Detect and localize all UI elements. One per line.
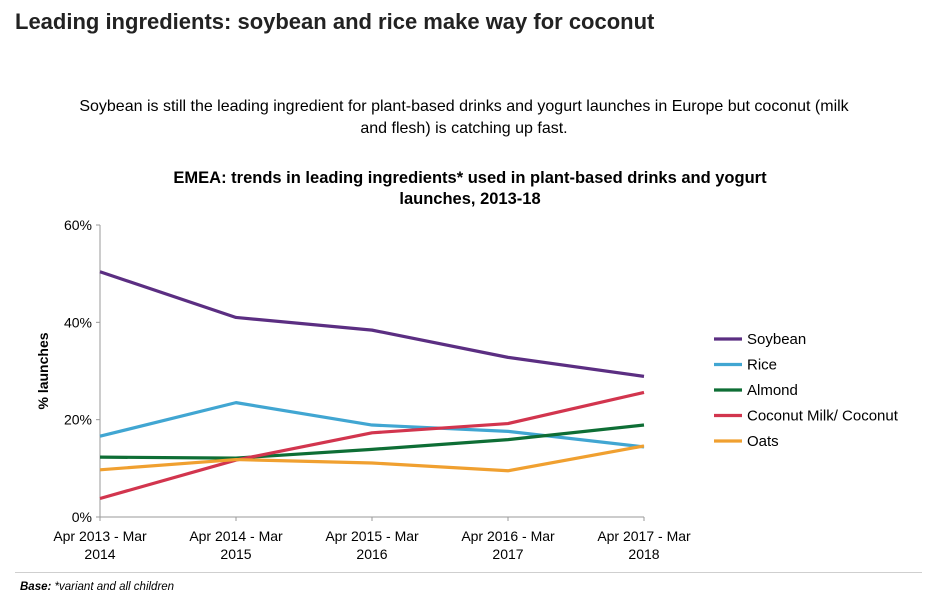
x-tick-label-line: Apr 2015 - Mar — [325, 528, 419, 544]
legend-label: Coconut Milk/ Coconut — [747, 408, 899, 425]
chart-title: EMEA: trends in leading ingredients* use… — [60, 168, 880, 210]
x-tick-label-line: 2015 — [220, 546, 251, 562]
x-tick-label: Apr 2016 - Mar 2017 — [461, 528, 555, 562]
series-line-coconut-milk-coconut — [99, 390, 645, 501]
legend-label: Rice — [747, 357, 777, 374]
base-footnote: Base: *variant and all children — [20, 581, 174, 593]
x-tick-label-line: Apr 2017 - Mar — [597, 528, 691, 544]
series-line-oats — [99, 444, 645, 473]
y-axis-title: % launches — [35, 332, 51, 409]
x-tick-label: Apr 2013 - Mar 2014 — [53, 528, 147, 562]
x-tick-label: Apr 2015 - Mar 2016 — [325, 528, 419, 562]
y-tick-label: 20% — [64, 412, 92, 428]
series-line-almond — [99, 423, 645, 460]
series-line-rice — [99, 401, 645, 449]
slide-subtitle: Soybean is still the leading ingredient … — [0, 96, 928, 140]
x-tick-label-line: 2014 — [84, 546, 115, 562]
y-tick-label: 0% — [72, 509, 92, 525]
chart-series-lines — [99, 270, 645, 501]
x-tick-label-line: Apr 2013 - Mar — [53, 528, 147, 544]
base-label: Base: — [20, 581, 52, 593]
legend-label: Oats — [747, 433, 779, 450]
chart-title-line-2: launches, 2013-18 — [399, 190, 541, 208]
series-line-soybean — [99, 270, 645, 378]
base-text: *variant and all children — [54, 581, 175, 593]
slide-title: Leading ingredients: soybean and rice ma… — [15, 9, 655, 34]
x-tick-label: Apr 2017 - Mar 2018 — [597, 528, 691, 562]
y-tick-label: 60% — [64, 217, 92, 233]
chart-title-line-1: EMEA: trends in leading ingredients* use… — [173, 169, 767, 187]
x-tick-label: Apr 2014 - Mar 2015 — [189, 528, 283, 562]
x-tick-label-line: Apr 2014 - Mar — [189, 528, 283, 544]
footer-divider — [15, 572, 922, 573]
legend-label: Soybean — [747, 331, 806, 348]
x-tick-label-line: Apr 2016 - Mar — [461, 528, 555, 544]
subtitle-line-1: Soybean is still the leading ingredient … — [79, 98, 849, 115]
y-tick-label: 40% — [64, 314, 92, 330]
x-tick-label-line: 2017 — [492, 546, 523, 562]
x-tick-label-line: 2018 — [628, 546, 659, 562]
chart-legend: Soybean Rice Almond Coconut Milk/ Coconut Oa… — [714, 331, 899, 450]
x-tick-label-line: 2016 — [356, 546, 387, 562]
subtitle-line-2: and flesh) is catching up fast. — [360, 120, 568, 137]
legend-label: Almond — [747, 382, 798, 399]
